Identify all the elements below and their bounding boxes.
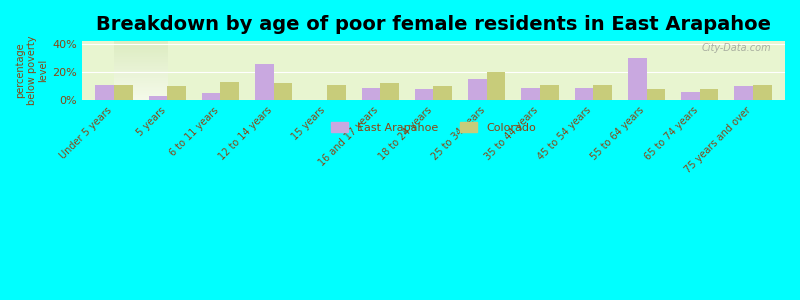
Bar [574,88,594,100]
Legend: East Arapahoe, Colorado: East Arapahoe, Colorado [327,118,540,137]
Bar [734,86,753,100]
Y-axis label: percentage
below poverty
level: percentage below poverty level [15,36,48,105]
Bar [149,96,167,100]
Bar [681,92,700,100]
Bar [95,85,114,100]
Bar [700,89,718,100]
Bar [167,86,186,100]
Bar [628,58,646,100]
Title: Breakdown by age of poor female residents in East Arapahoe: Breakdown by age of poor female resident… [96,15,771,34]
Bar [753,85,772,100]
Bar [415,89,434,100]
Bar [522,88,540,100]
Bar [434,86,452,100]
Bar [646,89,665,100]
Bar [468,79,486,100]
Bar [114,85,133,100]
Text: City-Data.com: City-Data.com [702,43,771,53]
Bar [255,64,274,100]
Bar [380,83,399,100]
Bar [362,88,380,100]
Bar [327,85,346,100]
Bar [540,85,558,100]
Bar [221,82,239,100]
Bar [486,72,506,100]
Bar [274,83,292,100]
Bar [202,93,221,100]
Bar [594,85,612,100]
